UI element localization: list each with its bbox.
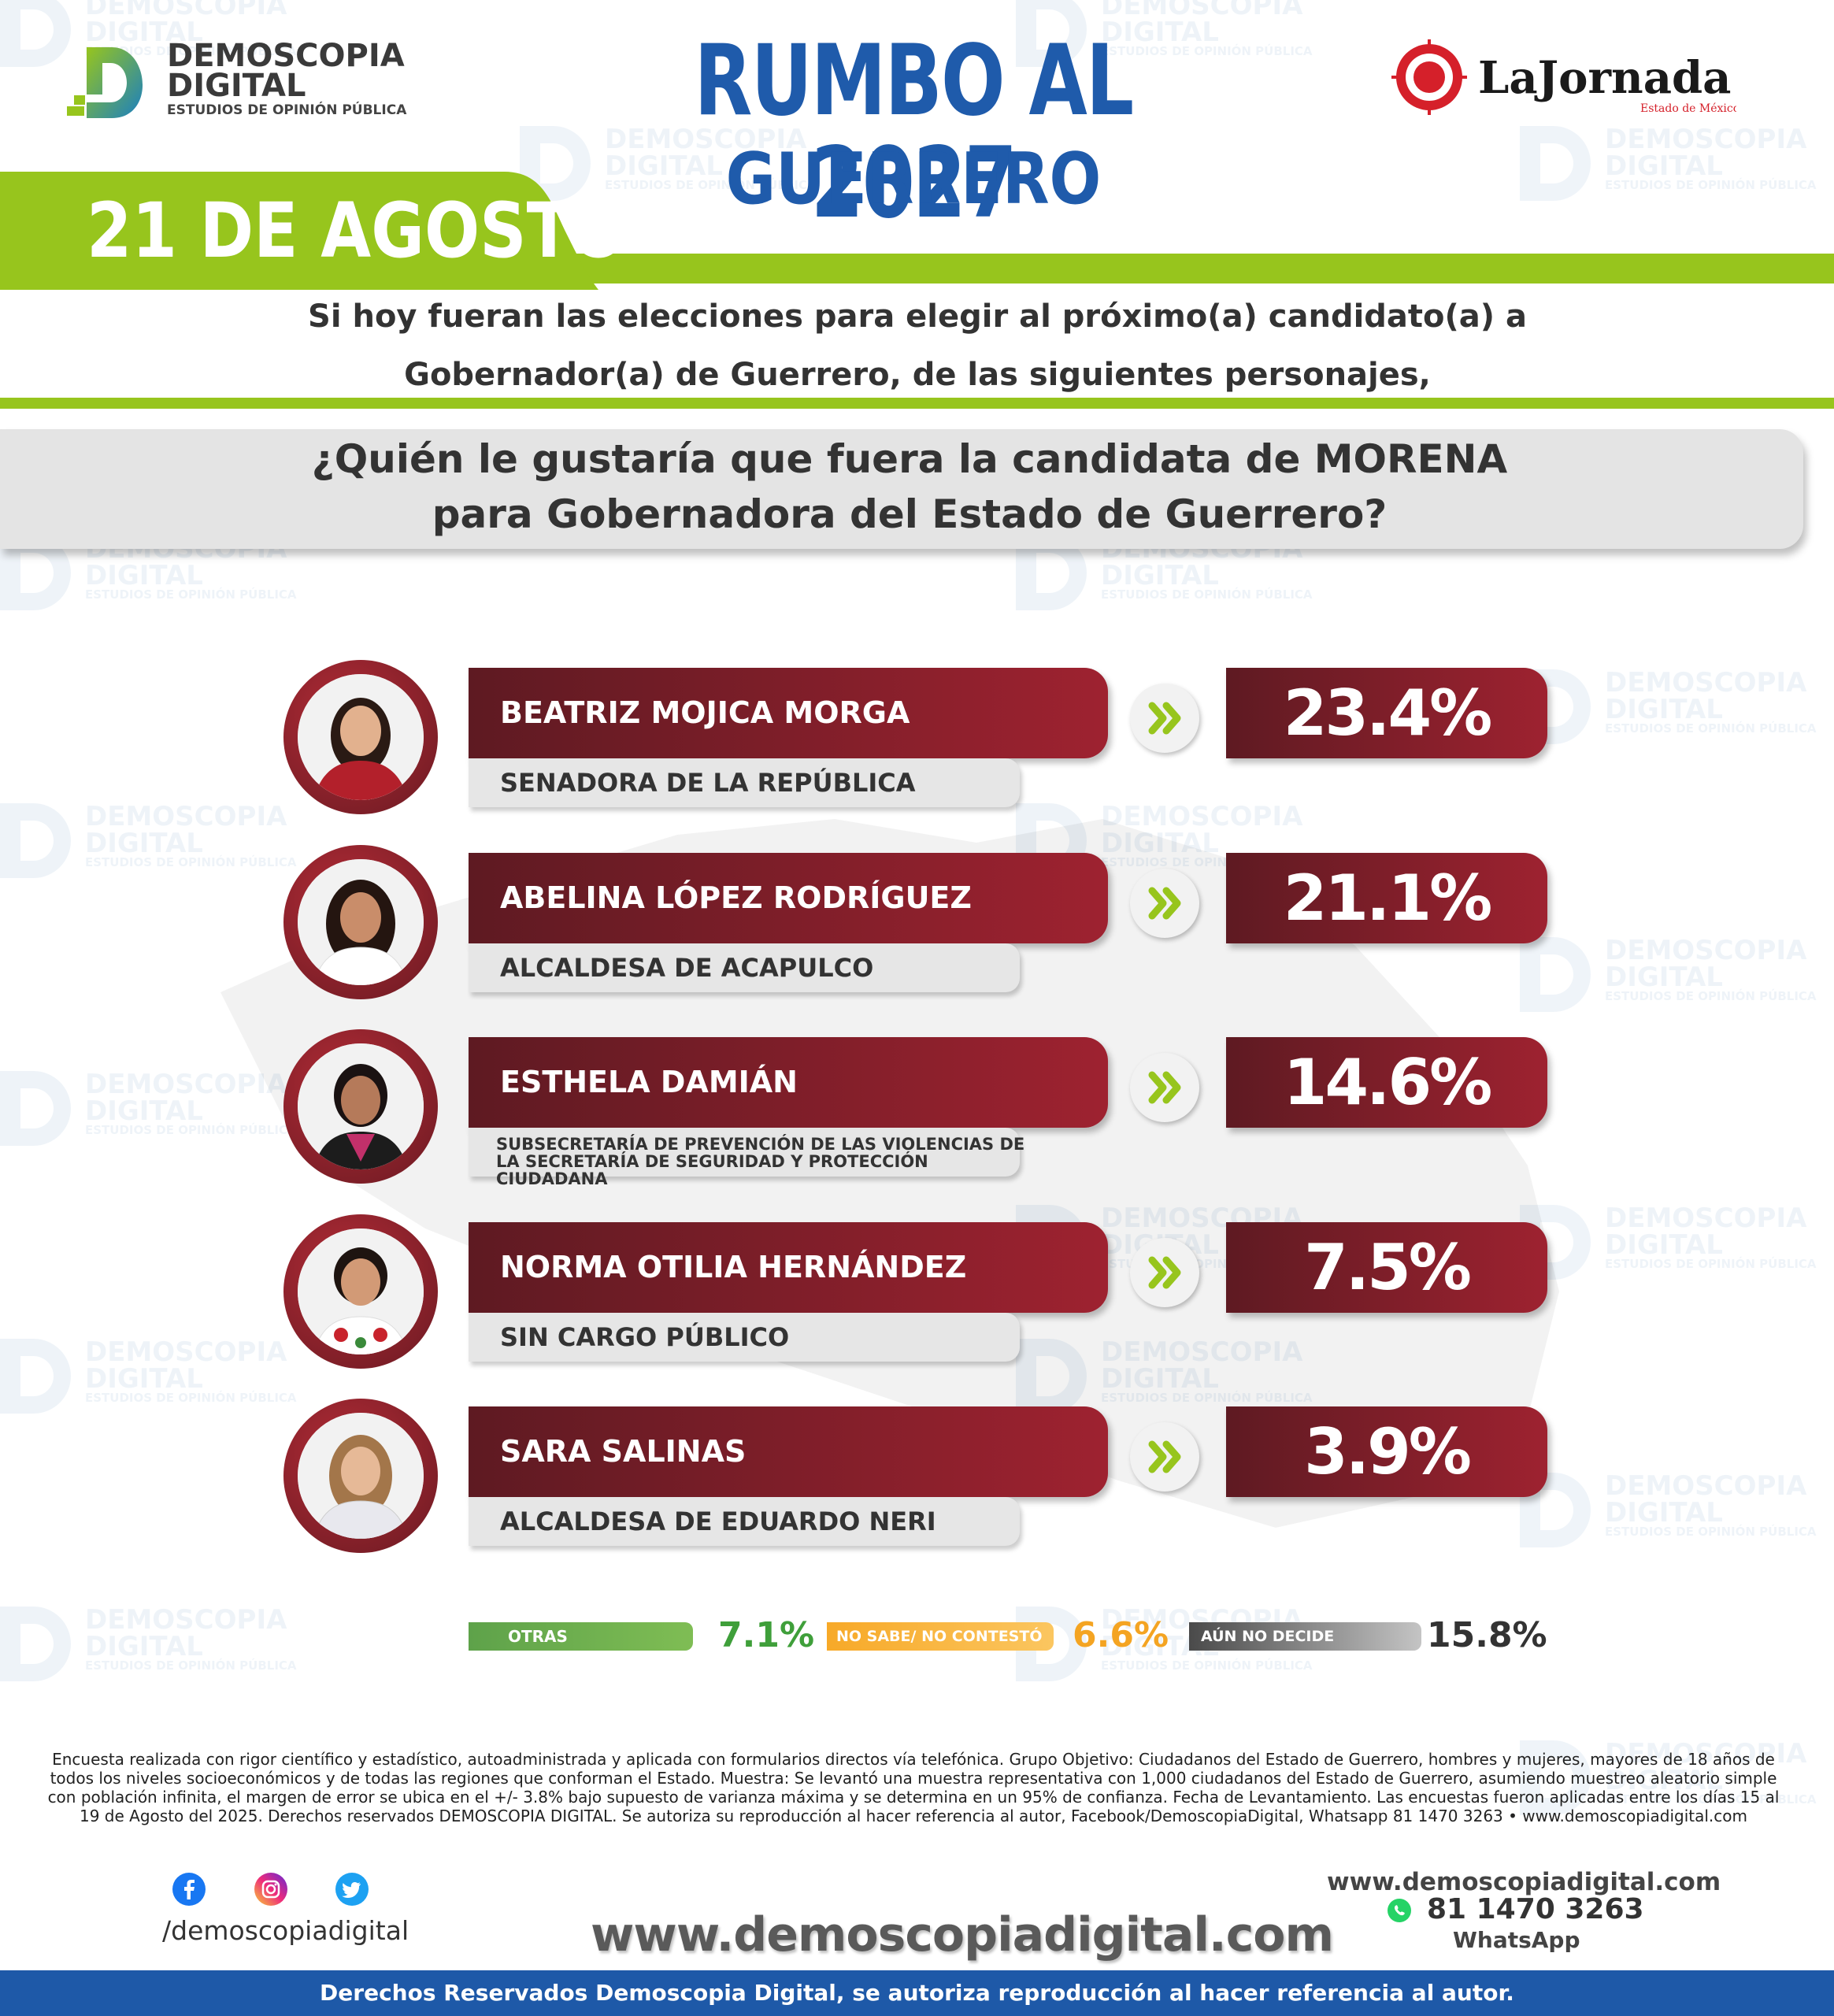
double-chevron-icon bbox=[1130, 684, 1199, 753]
double-chevron-icon bbox=[1130, 1053, 1199, 1122]
double-chevron-icon bbox=[1130, 1238, 1199, 1307]
question-text: ¿Quién le gustaría que fuera la candidat… bbox=[205, 432, 1614, 542]
candidate-role: ALCALDESA DE EDUARDO NERI bbox=[500, 1506, 936, 1536]
candidate-name-bar: NORMA OTILIA HERNÁNDEZ bbox=[469, 1222, 1108, 1313]
website-link-small[interactable]: www.demoscopiadigital.com bbox=[1327, 1868, 1721, 1896]
candidate-name: ABELINA LÓPEZ RODRÍGUEZ bbox=[500, 880, 972, 915]
candidate-row: ABELINA LÓPEZ RODRÍGUEZ ALCALDESA DE ACA… bbox=[0, 845, 1834, 1018]
no-answer-percent: 6.6% bbox=[1073, 1615, 1169, 1655]
brand-name: DEMOSCOPIA DIGITAL ESTUDIOS DE OPINIÓN P… bbox=[167, 38, 407, 120]
candidate-role-bar: SENADORA DE LA REPÚBLICA bbox=[469, 758, 1020, 807]
candidate-percent: 23.4% bbox=[1283, 676, 1493, 750]
question-line2: para Gobernadora del Estado de Guerrero? bbox=[432, 491, 1388, 537]
question-line1: ¿Quién le gustaría que fuera la candidat… bbox=[311, 436, 1508, 482]
no-answer-label: NO SABE/ NO CONTESTÓ bbox=[836, 1628, 1043, 1645]
facebook-icon[interactable] bbox=[172, 1873, 206, 1906]
candidate-percent: 7.5% bbox=[1304, 1231, 1472, 1304]
survey-date: 21 DE AGOSTO bbox=[87, 187, 627, 275]
candidate-name: ESTHELA DAMIÁN bbox=[500, 1065, 798, 1099]
candidate-row: BEATRIZ MOJICA MORGA SENADORA DE LA REPÚ… bbox=[0, 660, 1834, 833]
main-title: RUMBO AL 2027 bbox=[694, 24, 1135, 240]
twitter-icon[interactable] bbox=[335, 1873, 369, 1906]
la-jornada-wordmark: LaJornada bbox=[1478, 52, 1731, 104]
candidate-name-bar: ABELINA LÓPEZ RODRÍGUEZ bbox=[469, 853, 1108, 943]
candidate-row: ESTHELA DAMIÁN SUBSECRETARÍA DE PREVENCI… bbox=[0, 1029, 1834, 1203]
candidate-role-bar: ALCALDESA DE EDUARDO NERI bbox=[469, 1497, 1020, 1546]
intro-text: Si hoy fueran las elecciones para elegir… bbox=[181, 287, 1654, 404]
candidate-role: ALCALDESA DE ACAPULCO bbox=[500, 953, 874, 983]
question-box bbox=[0, 429, 1803, 549]
candidate-percent: 3.9% bbox=[1304, 1415, 1472, 1488]
website-link[interactable]: www.demoscopiadigital.com bbox=[591, 1907, 1334, 1962]
intro-line1: Si hoy fueran las elecciones para elegir… bbox=[308, 298, 1527, 335]
date-band bbox=[0, 172, 598, 290]
candidate-photo bbox=[283, 1214, 438, 1369]
candidate-name-bar: SARA SALINAS bbox=[469, 1406, 1108, 1497]
la-jornada-logo: LaJornada Estado de México bbox=[1391, 39, 1736, 115]
no-answer-bar bbox=[827, 1622, 1054, 1651]
methodology-note: Encuesta realizada con rigor científico … bbox=[47, 1750, 1780, 1825]
candidate-name: BEATRIZ MOJICA MORGA bbox=[500, 695, 910, 730]
others-percent: 7.1% bbox=[718, 1615, 815, 1655]
double-chevron-icon bbox=[1130, 869, 1199, 938]
demoscopia-logo bbox=[67, 47, 143, 118]
candidate-role: SUBSECRETARÍA DE PREVENCIÓN DE LAS VIOLE… bbox=[496, 1135, 1025, 1188]
double-chevron-icon bbox=[1130, 1422, 1199, 1492]
candidate-percent: 14.6% bbox=[1283, 1046, 1493, 1119]
whatsapp-icon[interactable] bbox=[1388, 1899, 1411, 1922]
whatsapp-phone[interactable]: 81 1470 3263 bbox=[1427, 1893, 1644, 1925]
intro-line2: Gobernador(a) de Guerrero, de las siguie… bbox=[404, 357, 1431, 393]
candidate-percent: 21.1% bbox=[1283, 862, 1493, 935]
candidate-row: NORMA OTILIA HERNÁNDEZ SIN CARGO PÚBLICO… bbox=[0, 1214, 1834, 1388]
brand-tagline: ESTUDIOS DE OPINIÓN PÚBLICA bbox=[167, 102, 407, 118]
brand-line1: DEMOSCOPIA bbox=[167, 38, 405, 74]
undecided-bar bbox=[1189, 1622, 1421, 1651]
candidate-role: SIN CARGO PÚBLICO bbox=[500, 1322, 790, 1352]
candidate-row: SARA SALINAS ALCALDESA DE EDUARDO NERI 3… bbox=[0, 1399, 1834, 1572]
undecided-label: AÚN NO DECIDE bbox=[1201, 1628, 1335, 1645]
la-jornada-sub: Estado de México bbox=[1640, 102, 1736, 115]
others-label: OTRAS bbox=[508, 1627, 568, 1646]
candidate-percent-bar: 14.6% bbox=[1226, 1037, 1547, 1128]
whatsapp-label: WhatsApp bbox=[1453, 1927, 1580, 1953]
green-divider bbox=[0, 398, 1834, 409]
candidate-name-bar: ESTHELA DAMIÁN bbox=[469, 1037, 1108, 1128]
instagram-icon[interactable] bbox=[254, 1873, 287, 1906]
candidate-photo bbox=[283, 845, 438, 999]
footer-band bbox=[0, 1970, 1834, 2016]
others-bar bbox=[469, 1622, 693, 1651]
candidate-name: NORMA OTILIA HERNÁNDEZ bbox=[500, 1250, 967, 1284]
candidate-role: SENADORA DE LA REPÚBLICA bbox=[500, 768, 916, 798]
candidate-photo bbox=[283, 660, 438, 814]
social-handle: /demoscopiadigital bbox=[162, 1915, 409, 1946]
candidate-percent-bar: 23.4% bbox=[1226, 668, 1547, 758]
candidate-percent-bar: 7.5% bbox=[1226, 1222, 1547, 1313]
rights-notice: Derechos Reservados Demoscopia Digital, … bbox=[320, 1980, 1514, 2006]
candidate-photo bbox=[283, 1399, 438, 1553]
candidate-percent-bar: 3.9% bbox=[1226, 1406, 1547, 1497]
candidate-name: SARA SALINAS bbox=[500, 1434, 747, 1469]
candidate-role-bar: ALCALDESA DE ACAPULCO bbox=[469, 943, 1020, 992]
main-subtitle: GUERRERO bbox=[725, 138, 1102, 220]
candidate-photo bbox=[283, 1029, 438, 1184]
candidate-name-bar: BEATRIZ MOJICA MORGA bbox=[469, 668, 1108, 758]
candidate-role-bar: SUBSECRETARÍA DE PREVENCIÓN DE LAS VIOLE… bbox=[469, 1128, 1024, 1188]
candidate-percent-bar: 21.1% bbox=[1226, 853, 1547, 943]
candidate-role-bar: SIN CARGO PÚBLICO bbox=[469, 1313, 1020, 1362]
brand-line2: DIGITAL bbox=[167, 68, 306, 104]
undecided-percent: 15.8% bbox=[1427, 1615, 1547, 1655]
